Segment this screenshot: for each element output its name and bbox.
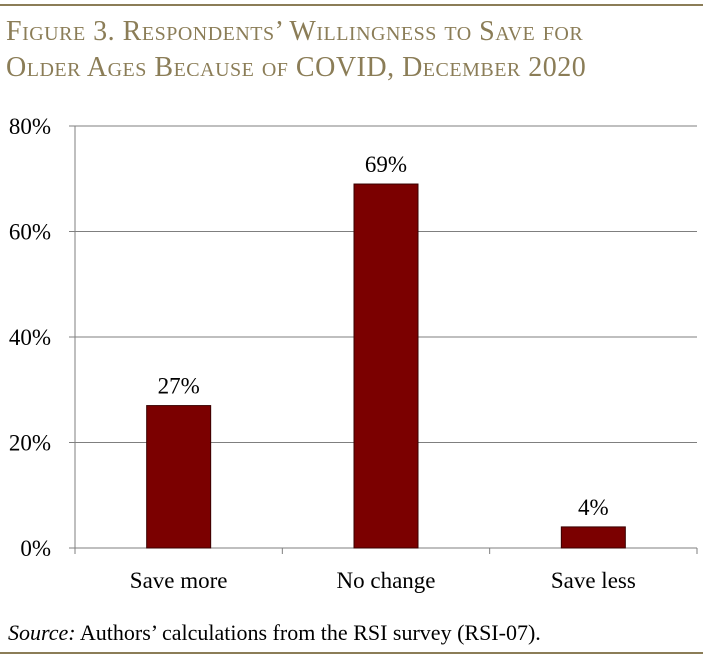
bottom-rule — [0, 652, 703, 654]
top-rule — [0, 4, 703, 6]
bar — [146, 405, 212, 549]
figure-title-line-1: Figure 3. Respondents’ Willingness to Sa… — [6, 16, 584, 47]
y-tick-label: 60% — [9, 220, 51, 245]
figure-title-line-2: Older Ages Because of COVID, December 20… — [6, 52, 587, 83]
data-label: 27% — [158, 374, 200, 399]
x-tick-label: Save less — [551, 568, 636, 593]
bar — [353, 183, 419, 549]
y-tick-label: 20% — [9, 431, 51, 456]
source-text: Authors’ calculations from the RSI surve… — [75, 620, 541, 645]
x-tick-label: No change — [337, 568, 436, 593]
bar-chart: 0% 20% 40% 60% 80% 27% Save more 69% No change 4%… — [9, 114, 698, 593]
source-note: Source: Authors’ calculations from the R… — [8, 620, 541, 646]
data-label: 4% — [578, 495, 609, 520]
y-tick-label: 80% — [9, 114, 51, 139]
x-tick-label: Save more — [130, 568, 228, 593]
y-tick-label: 40% — [9, 325, 51, 350]
bar — [560, 526, 626, 549]
source-label: Source: — [8, 620, 76, 645]
y-tick-label: 0% — [20, 536, 51, 561]
figure-title: Figure 3. Respondents’ Willingness to Sa… — [6, 14, 696, 86]
data-label: 69% — [365, 152, 407, 177]
